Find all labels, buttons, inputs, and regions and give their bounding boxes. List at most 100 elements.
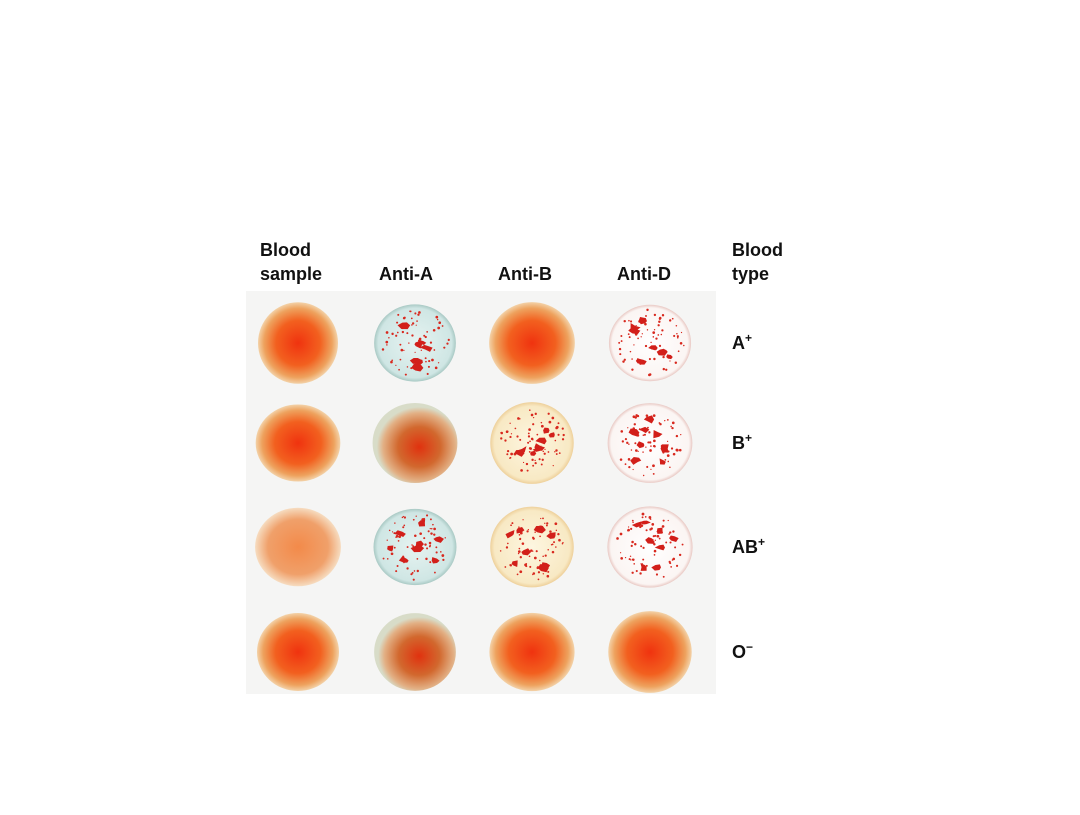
speck: [411, 322, 415, 325]
speck: [425, 557, 428, 561]
speck: [519, 570, 523, 574]
speck: [388, 336, 390, 339]
speck: [649, 518, 652, 520]
speck: [619, 353, 622, 356]
speck: [411, 544, 413, 546]
speck: [650, 341, 652, 344]
speck: [653, 313, 657, 317]
speck: [664, 458, 667, 461]
speck: [650, 527, 653, 530]
speck: [680, 331, 683, 334]
speck: [397, 539, 400, 542]
blood-type: AB+: [732, 535, 765, 557]
speck: [650, 468, 652, 470]
speck: [400, 349, 403, 351]
speck: [499, 550, 502, 552]
clump: [654, 544, 666, 551]
speck: [432, 328, 436, 332]
speck: [657, 334, 660, 336]
blood-drop: [374, 613, 456, 691]
speck: [424, 357, 427, 360]
speck: [637, 337, 639, 340]
speck: [635, 324, 637, 327]
speck: [518, 534, 521, 536]
speck: [641, 333, 643, 335]
speck: [505, 546, 509, 549]
blood-drop: [256, 612, 340, 692]
speck: [544, 554, 547, 557]
speck: [665, 541, 668, 544]
speck: [656, 534, 660, 538]
speck: [630, 449, 633, 451]
speck: [535, 550, 538, 553]
speck: [639, 572, 642, 575]
speck: [527, 528, 530, 531]
header-type: Blood: [732, 240, 783, 260]
speck: [620, 334, 623, 338]
speck: [658, 344, 662, 347]
speck: [411, 324, 413, 326]
speck: [418, 311, 421, 314]
speck: [681, 543, 684, 546]
speck: [416, 558, 419, 560]
speck: [537, 571, 541, 574]
clump: [659, 458, 666, 465]
speck: [542, 555, 544, 558]
speck: [624, 438, 628, 441]
speck: [627, 458, 631, 461]
speck: [534, 461, 537, 465]
speck: [647, 441, 650, 444]
speck: [402, 515, 405, 518]
speck: [436, 318, 439, 321]
speck: [438, 321, 442, 325]
speck: [547, 451, 550, 453]
clump: [653, 430, 663, 439]
speck: [629, 555, 632, 558]
speck: [532, 464, 535, 467]
speck: [646, 329, 649, 331]
speck: [666, 440, 669, 443]
speck: [443, 346, 446, 349]
speck: [410, 317, 413, 320]
clump: [433, 536, 444, 543]
speck: [536, 566, 539, 570]
speck: [391, 531, 394, 533]
speck: [506, 453, 509, 456]
speck: [669, 360, 671, 362]
speck: [540, 517, 542, 520]
speck: [553, 541, 556, 544]
speck: [424, 335, 427, 339]
speck: [546, 574, 550, 578]
speck: [530, 549, 533, 552]
speck: [528, 451, 531, 453]
speck: [532, 416, 535, 419]
speck: [652, 414, 656, 418]
speck: [631, 558, 634, 561]
speck: [505, 430, 509, 434]
blood-drop: [489, 612, 575, 692]
speck: [426, 547, 429, 550]
speck: [410, 573, 413, 576]
speck: [618, 347, 622, 351]
speck: [650, 445, 652, 447]
speck: [662, 355, 665, 359]
speck: [433, 533, 436, 536]
speck: [529, 440, 531, 443]
clump: [543, 427, 550, 434]
speck: [674, 361, 678, 365]
speck: [620, 340, 623, 342]
speck: [646, 308, 649, 312]
speck: [419, 532, 422, 535]
speck: [430, 532, 433, 535]
speck: [510, 452, 514, 456]
speck: [626, 441, 629, 445]
speck: [653, 549, 657, 553]
speck: [645, 529, 648, 532]
speck: [386, 344, 388, 346]
speck: [431, 528, 433, 530]
speck: [558, 452, 561, 454]
speck: [539, 535, 541, 538]
speck: [648, 357, 652, 361]
speck: [425, 360, 427, 363]
speck: [672, 452, 676, 456]
